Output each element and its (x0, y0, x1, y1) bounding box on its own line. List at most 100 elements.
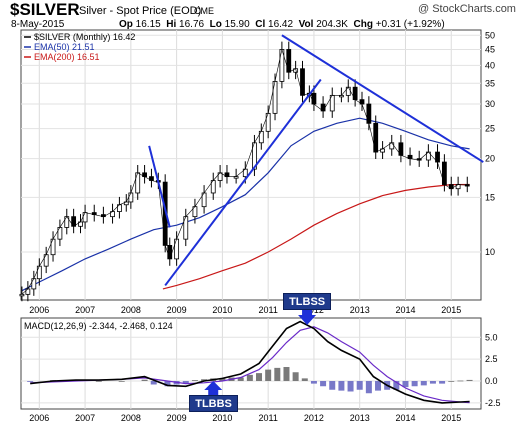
trendline (281, 34, 484, 163)
macd-panel-frame (20, 317, 482, 410)
macd-histogram-bar (292, 372, 299, 381)
quote-summary: Op 16.15 Hi 16.76 Lo 15.90 Cl 16.42 Vol … (119, 19, 445, 30)
hi-label: Hi (166, 19, 177, 30)
macd-histogram-bar (201, 379, 208, 381)
macd-histogram-bar (393, 381, 400, 390)
op-label: Op (119, 19, 133, 30)
tlbbs-arrow-icon (204, 381, 223, 395)
vol-label: Vol (298, 19, 314, 30)
macd-histogram-bar (411, 381, 418, 387)
price-x-tick-label: 2006 (29, 305, 49, 315)
trendline (164, 78, 322, 287)
price-bar-body (43, 254, 49, 267)
ema200-line (162, 183, 470, 290)
price-bar-body (286, 49, 292, 73)
lo-value: 15.90 (224, 19, 250, 30)
macd-histogram-bar (420, 381, 427, 386)
macd-histogram-bar (150, 381, 157, 385)
symbol-title: $SILVER (10, 0, 80, 19)
price-bar-body (36, 265, 42, 280)
macd-y-tick-label: -2.5 (485, 398, 501, 408)
macd-histogram-bar (439, 381, 446, 384)
macd-histogram-bar (402, 381, 409, 388)
macd-histogram-bar (320, 381, 327, 387)
macd-x-tick-label: 2009 (167, 413, 187, 423)
price-bar-body (265, 112, 271, 132)
op-value: 16.15 (135, 19, 161, 30)
price-bar-body (272, 80, 278, 114)
brand-logo: @ StockCharts.com (418, 3, 516, 15)
macd-histogram-bar (329, 381, 336, 390)
macd-y-tick-label: 5.0 (485, 332, 498, 342)
price-bar-body (167, 245, 173, 260)
price-x-tick-label: 2008 (121, 305, 141, 315)
vol-value: 204.3K (316, 19, 348, 30)
price-bar-body (311, 92, 317, 105)
price-bar-body (258, 130, 264, 144)
macd-x-tick-label: 2012 (304, 413, 324, 423)
price-line (21, 48, 468, 295)
price-bar-body (300, 68, 305, 96)
price-y-tick-label: 25 (485, 124, 495, 134)
legend-entry: EMA(200) 16.51 (34, 52, 100, 62)
tlbss-annotation: TLBSS (283, 293, 332, 310)
price-y-tick-label: 15 (485, 192, 495, 202)
legend-entry: $SILVER (Monthly) 16.42 (34, 32, 135, 42)
macd-histogram-bar (246, 374, 253, 381)
macd-histogram-bar (191, 380, 198, 381)
price-x-tick-label: 2013 (350, 305, 370, 315)
price-bar-body (441, 161, 447, 185)
price-x-tick-label: 2012 (304, 305, 324, 315)
legend-entry: EMA(50) 21.51 (34, 42, 95, 52)
macd-histogram-bar (356, 381, 363, 390)
macd-histogram-bar (237, 377, 244, 381)
macd-histogram-bar (310, 381, 317, 384)
chg-label: Chg (353, 19, 373, 30)
macd-x-tick-label: 2015 (441, 413, 461, 423)
macd-histogram-bar (457, 380, 464, 382)
macd-histogram-bar (429, 381, 436, 384)
price-y-tick-label: 50 (485, 30, 495, 40)
exchange-label: CME (194, 6, 214, 16)
trendline (148, 145, 171, 228)
price-bar-body (174, 238, 180, 260)
macd-histogram-bar (118, 381, 125, 382)
chg-value: +0.31 (+1.92%) (375, 19, 445, 30)
macd-histogram-bar (365, 381, 372, 394)
macd-histogram-bar (219, 378, 226, 381)
instrument-name: Silver - Spot Price (EOD) (79, 5, 202, 17)
cl-label: Cl (255, 19, 266, 30)
price-x-tick-label: 2007 (75, 305, 95, 315)
price-bar-body (352, 86, 358, 101)
price-x-tick-label: 2014 (395, 305, 415, 315)
macd-line (30, 320, 470, 404)
price-x-tick-label: 2015 (441, 305, 461, 315)
price-y-tick-label: 35 (485, 78, 495, 88)
price-y-tick-label: 30 (485, 99, 495, 109)
macd-histogram-bar (164, 381, 171, 387)
macd-histogram-bar (466, 379, 473, 381)
macd-histogram-bar (448, 381, 455, 382)
macd-histogram-bar (347, 381, 354, 392)
price-bar-body (31, 278, 37, 290)
macd-histogram-bar (338, 381, 345, 391)
macd-histogram-bar (301, 378, 308, 381)
macd-x-tick-label: 2007 (75, 413, 95, 423)
lo-label: Lo (209, 19, 222, 30)
price-panel-frame (20, 29, 482, 301)
macd-title: MACD(12,26,9) -2.344, -2.468, 0.124 (24, 321, 173, 331)
macd-x-tick-label: 2011 (258, 413, 277, 423)
macd-x-tick-label: 2013 (350, 413, 370, 423)
tlbbs-annotation: TLBBS (189, 395, 238, 412)
price-x-tick-label: 2010 (212, 305, 232, 315)
price-bar-body (135, 172, 141, 194)
macd-x-tick-label: 2008 (121, 413, 141, 423)
price-x-tick-label: 2011 (258, 305, 277, 315)
ema50-line (21, 117, 470, 292)
macd-histogram-bar (265, 369, 272, 381)
price-bar-body (373, 122, 379, 153)
macd-histogram-bar (256, 373, 263, 381)
macd-histogram-bar (283, 367, 290, 381)
macd-y-tick-label: 0.0 (485, 376, 498, 386)
